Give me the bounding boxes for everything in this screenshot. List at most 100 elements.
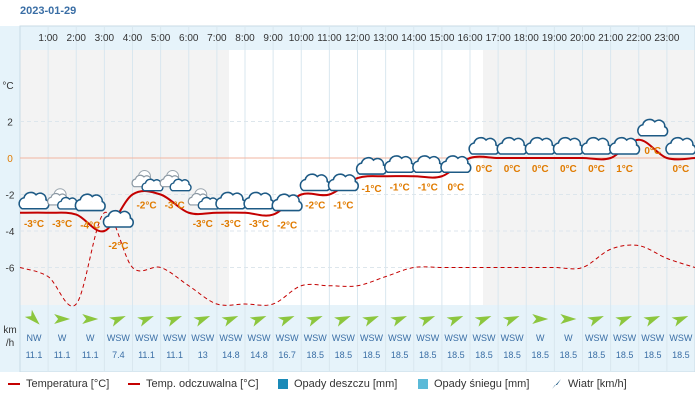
temperature-label: -3°C — [165, 201, 185, 212]
y-tick-label: -2 — [6, 191, 15, 202]
wind-direction-label: WSW — [304, 333, 327, 343]
temperature-label: -2°C — [305, 201, 325, 212]
cloudy-icon — [243, 191, 275, 210]
legend-wind[interactable]: Wiatr [km/h] — [551, 378, 627, 390]
cloud-shape — [243, 191, 275, 210]
temperature-label: -2°C — [108, 241, 128, 252]
cloudy-night-icon — [74, 193, 106, 212]
hour-label: 4:00 — [123, 33, 143, 44]
wind-arrow-icon — [221, 315, 239, 327]
hour-label: 3:00 — [95, 33, 115, 44]
temperature-label: 0°C — [588, 164, 605, 175]
cloudy-icon — [468, 136, 500, 155]
hour-label: 7:00 — [207, 33, 227, 44]
wind-arrow-shape — [643, 315, 661, 327]
night-shade — [20, 50, 229, 305]
legend-rain-label: Opady deszczu [mm] — [294, 378, 398, 390]
temperature-label: 1°C — [616, 164, 633, 175]
cloud-shape — [299, 173, 331, 192]
wind-speed-label: 7.4 — [112, 350, 125, 360]
wind-arrow-icon — [418, 315, 436, 327]
forecast-date: 2023-01-29 — [20, 5, 77, 17]
wind-arrow-shape — [249, 315, 267, 327]
wind-speed-label: 14.8 — [250, 350, 268, 360]
hour-label: 12:00 — [345, 33, 370, 44]
temperature-label: 0°C — [447, 182, 464, 193]
wind-direction-label: WSW — [135, 333, 158, 343]
wind-direction-label: WSW — [416, 333, 439, 343]
wind-speed-label: 18.5 — [447, 350, 465, 360]
temperature-label: 0°C — [560, 164, 577, 175]
temperature-label: -2°C — [277, 221, 297, 232]
temperature-label: 0°C — [476, 164, 493, 175]
hour-label: 11:00 — [317, 33, 342, 44]
cloud-shape — [169, 178, 192, 192]
wind-speed-label: 11.1 — [54, 350, 71, 360]
wind-speed-label: 18.5 — [588, 350, 606, 360]
wind-direction-label: W — [564, 333, 573, 343]
hourly-forecast-chart: 1:00 2:00 3:00 4:00 5:00 6:00 7:00 8:00 9:00 10:0… — [0, 25, 695, 372]
wind-arrow-shape — [305, 315, 323, 327]
wind-speed-label: 18.5 — [560, 350, 578, 360]
wind-direction-label: WSW — [191, 333, 214, 343]
wind-arrow-icon — [82, 314, 99, 324]
hour-label: 22:00 — [626, 33, 651, 44]
temperature-label: 0°C — [644, 146, 661, 157]
legend-snow[interactable]: Opady śniegu [mm] — [418, 378, 529, 390]
temperature-label: 0°C — [672, 164, 689, 175]
cloudy-icon — [327, 173, 359, 192]
cloudy-icon — [355, 156, 388, 175]
wind-arrow-shape — [193, 315, 211, 327]
night-shade-late — [483, 50, 695, 305]
cloudy-icon — [299, 173, 331, 192]
legend-feels-like-swatch — [128, 383, 140, 385]
y-tick-label: 2 — [7, 118, 13, 129]
wind-direction-label: WSW — [473, 333, 496, 343]
wind-speed-label: 18.5 — [672, 350, 690, 360]
partly-cloudy-night-icon — [187, 188, 220, 210]
legend-feels-like[interactable]: Temp. odczuwalna [°C] — [128, 378, 259, 390]
wind-speed-label: 18.5 — [644, 350, 662, 360]
cloudy-icon — [637, 118, 669, 137]
wind-arrow-icon — [165, 315, 183, 327]
wind-arrow-icon — [390, 315, 408, 327]
wind-arrow-icon — [643, 315, 661, 327]
temperature-label: -1°C — [418, 182, 438, 193]
wind-arrow-icon — [560, 314, 577, 324]
wind-arrow-icon — [249, 315, 267, 327]
wind-arrow-shape — [221, 315, 239, 327]
wind-direction-label: WSW — [388, 333, 411, 343]
wind-direction-label: NW — [27, 333, 42, 343]
y-tick-label: -6 — [6, 264, 15, 275]
cloud-shape — [102, 209, 134, 228]
wind-arrow-shape — [390, 315, 408, 327]
wind-direction-label: W — [58, 333, 67, 343]
wind-arrow-shape — [109, 315, 126, 327]
y-axis-unit: °C — [2, 81, 13, 92]
wind-direction-label: WSW — [360, 333, 383, 343]
temperature-label: -4°C — [80, 221, 100, 232]
hour-label: 10:00 — [289, 33, 314, 44]
legend-wind-label: Wiatr [km/h] — [568, 378, 627, 390]
wind-arrow-icon — [193, 315, 211, 327]
wind-direction-label: W — [536, 333, 545, 343]
cloud-shape — [271, 193, 303, 212]
wind-speed-label: 13 — [198, 350, 208, 360]
wind-arrow-icon — [54, 314, 71, 324]
wind-direction-label: WSW — [107, 333, 130, 343]
wind-arrow-icon — [474, 315, 492, 327]
wind-arrow-shape — [334, 315, 351, 327]
wind-arrow-shape — [54, 314, 71, 324]
legend-rain[interactable]: Opady deszczu [mm] — [278, 378, 397, 390]
wind-arrow-shape — [446, 315, 464, 327]
temperature-label: -3°C — [24, 219, 44, 230]
wind-arrow-icon — [615, 315, 633, 327]
wind-direction-label: WSW — [585, 333, 608, 343]
wind-direction-label: WSW — [163, 333, 186, 343]
legend-temperature[interactable]: Temperatura [°C] — [8, 378, 109, 390]
wind-arrow-shape — [587, 315, 604, 327]
cloudy-icon — [440, 155, 472, 174]
wind-unit-label: /h — [6, 338, 14, 349]
wind-direction-label: WSW — [276, 333, 299, 343]
wind-arrow-shape — [615, 315, 633, 327]
